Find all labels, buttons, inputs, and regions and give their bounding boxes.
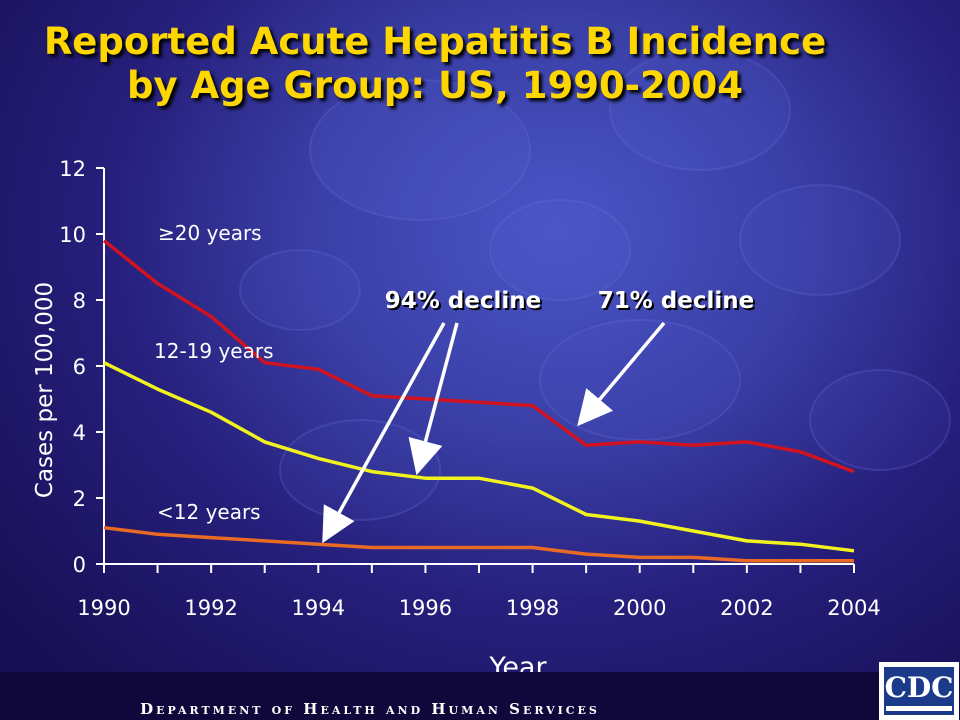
- series-labels: ≥20 years 12-19 years <12 years: [154, 221, 274, 524]
- slide-title: Reported Acute Hepatitis B Incidence by …: [0, 20, 870, 108]
- x-tick-label: 1998: [506, 596, 559, 620]
- series-line: [103, 361, 855, 553]
- series-line: [103, 525, 854, 563]
- y-axis-ticks: 0 2 4 6 8 10 12: [59, 157, 104, 577]
- y-tick-label: 2: [73, 487, 86, 511]
- series-label: 12-19 years: [154, 339, 274, 363]
- x-axis-ticks: 1990 1992 1994 1996 1998 2000 2002 2004: [77, 564, 881, 620]
- x-tick-label: 1996: [399, 596, 452, 620]
- series-lines: [102, 239, 855, 563]
- title-line-2: by Age Group: US, 1990-2004: [126, 64, 744, 107]
- x-tick-label: 1994: [292, 596, 345, 620]
- annotation-arrow: [408, 322, 459, 476]
- cdc-logo-text: CDC: [884, 671, 954, 704]
- y-tick-label: 0: [73, 553, 86, 577]
- x-tick-label: 1992: [184, 596, 237, 620]
- x-tick-label: 1990: [77, 596, 130, 620]
- footer-text: Department of Health and Human Services: [140, 700, 600, 718]
- x-tick-label: 2004: [827, 596, 880, 620]
- y-axis-title: Cases per 100,000: [32, 282, 58, 498]
- series-label: ≥20 years: [158, 221, 262, 245]
- cdc-logo: CDC: [879, 662, 959, 720]
- y-tick-label: 10: [59, 223, 86, 247]
- y-tick-label: 6: [73, 355, 86, 379]
- cdc-logo-panel: CDC: [884, 667, 954, 715]
- annotation-arrow: [322, 322, 446, 544]
- y-tick-label: 8: [73, 289, 86, 313]
- series-line: [102, 239, 855, 474]
- series-label: <12 years: [157, 500, 261, 524]
- x-tick-label: 2000: [613, 596, 666, 620]
- annotation-label: 94% decline: [385, 288, 542, 314]
- annotation-label-shadow: 71% decline: [600, 290, 757, 316]
- annotation-label: 71% decline: [598, 288, 755, 314]
- title-line-1: Reported Acute Hepatitis B Incidence: [43, 20, 827, 63]
- x-axis-title: Year: [488, 652, 547, 672]
- annotation-arrow: [577, 321, 666, 427]
- cdc-logo-strip: [886, 706, 952, 711]
- y-tick-label: 4: [73, 421, 86, 445]
- footer-bar: [0, 672, 960, 720]
- y-tick-label: 12: [59, 157, 86, 181]
- x-tick-label: 2002: [720, 596, 773, 620]
- annotation-label-shadow: 94% decline: [387, 290, 544, 316]
- line-chart: 0 2 4 6 8 10 12 1990 1992 1994 1996 1998 2000 2002 20…: [32, 157, 881, 672]
